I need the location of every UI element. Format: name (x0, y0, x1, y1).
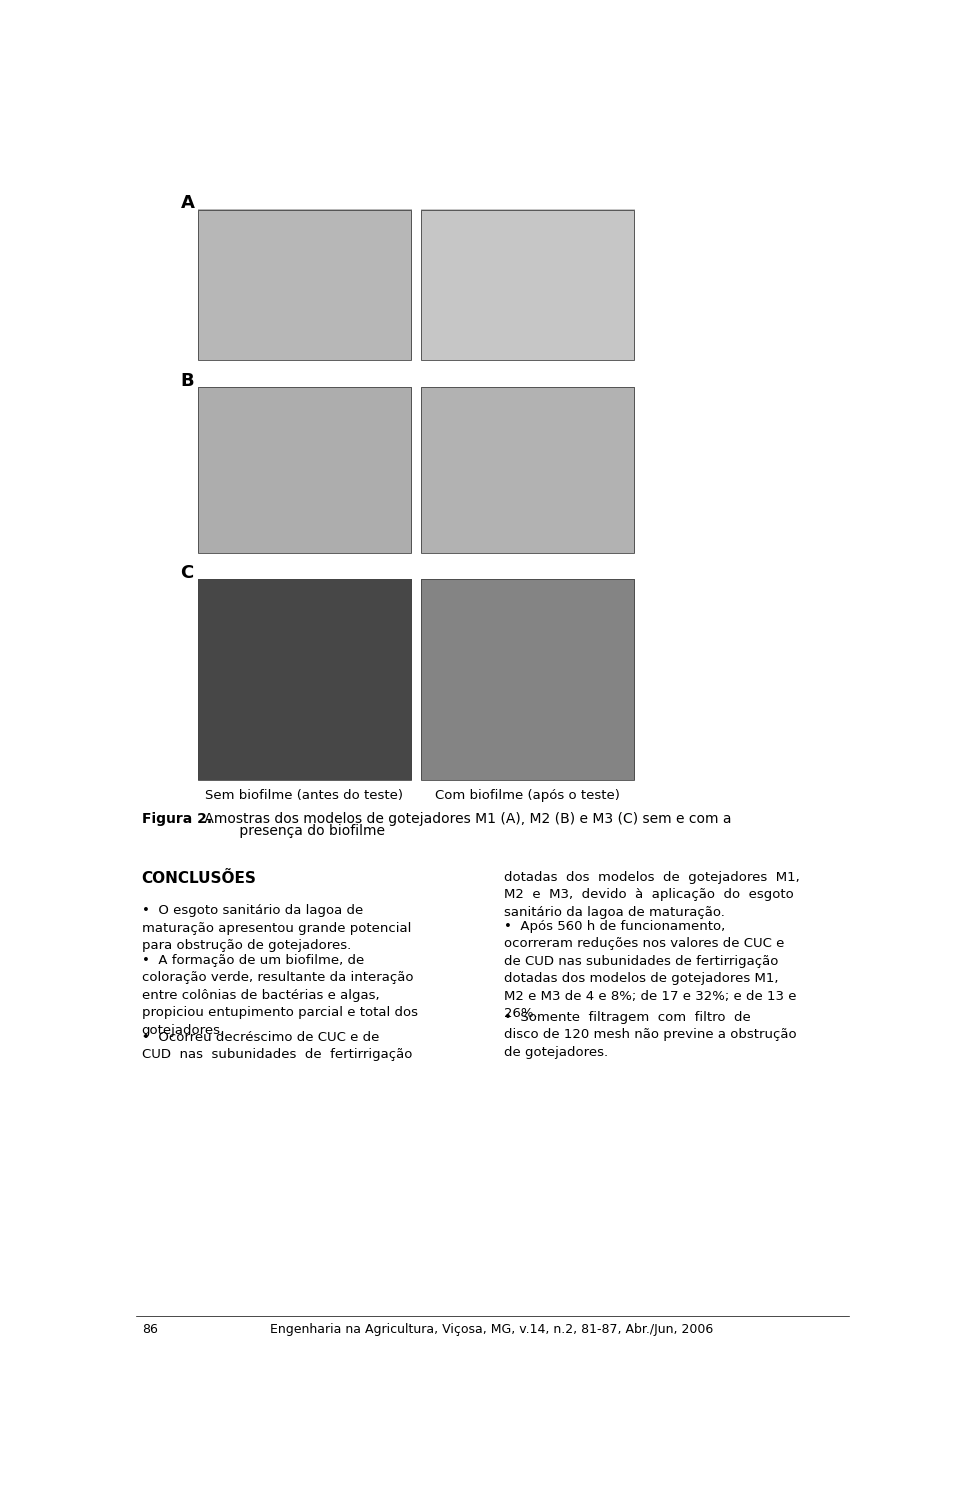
Text: 86: 86 (142, 1323, 157, 1335)
Text: Engenharia na Agricultura, Viçosa, MG, v.14, n.2, 81-87, Abr./Jun, 2006: Engenharia na Agricultura, Viçosa, MG, v… (271, 1323, 713, 1335)
Text: •  A formação de um biofilme, de
coloração verde, resultante da interação
entre : • A formação de um biofilme, de coloraçã… (142, 954, 418, 1037)
Bar (198, 387, 411, 552)
Bar (198, 209, 411, 360)
Text: CONCLUSÕES: CONCLUSÕES (142, 870, 256, 885)
Text: B: B (180, 372, 194, 390)
Text: Figura 2.: Figura 2. (142, 813, 212, 826)
Text: Com biofilme (após o teste): Com biofilme (após o teste) (435, 789, 620, 802)
Text: Amostras dos modelos de gotejadores M1 (A), M2 (B) e M3 (C) sem e com a: Amostras dos modelos de gotejadores M1 (… (200, 813, 732, 826)
Bar (420, 579, 634, 780)
Text: •  Ocorreu decréscimo de CUC e de
CUD  nas  subunidades  de  fertirrigação: • Ocorreu decréscimo de CUC e de CUD nas… (142, 1031, 412, 1061)
Text: •  Somente  filtragem  com  filtro  de
disco de 120 mesh não previne a obstrução: • Somente filtragem com filtro de disco … (504, 1011, 796, 1058)
Text: •  O esgoto sanitário da lagoa de
maturação apresentou grande potencial
para obs: • O esgoto sanitário da lagoa de maturaç… (142, 905, 411, 953)
Text: C: C (180, 564, 194, 582)
Bar (198, 579, 411, 780)
Text: dotadas  dos  modelos  de  gotejadores  M1,
M2  e  M3,  devido  à  aplicação  do: dotadas dos modelos de gotejadores M1, M… (504, 870, 800, 918)
Text: presença do biofilme: presença do biofilme (200, 825, 385, 838)
Text: Sem biofilme (antes do teste): Sem biofilme (antes do teste) (205, 789, 403, 802)
Text: A: A (180, 194, 194, 212)
Bar (420, 209, 634, 360)
Bar (420, 387, 634, 552)
Text: •  Após 560 h de funcionamento,
ocorreram reduções nos valores de CUC e
de CUD n: • Após 560 h de funcionamento, ocorreram… (504, 920, 796, 1020)
